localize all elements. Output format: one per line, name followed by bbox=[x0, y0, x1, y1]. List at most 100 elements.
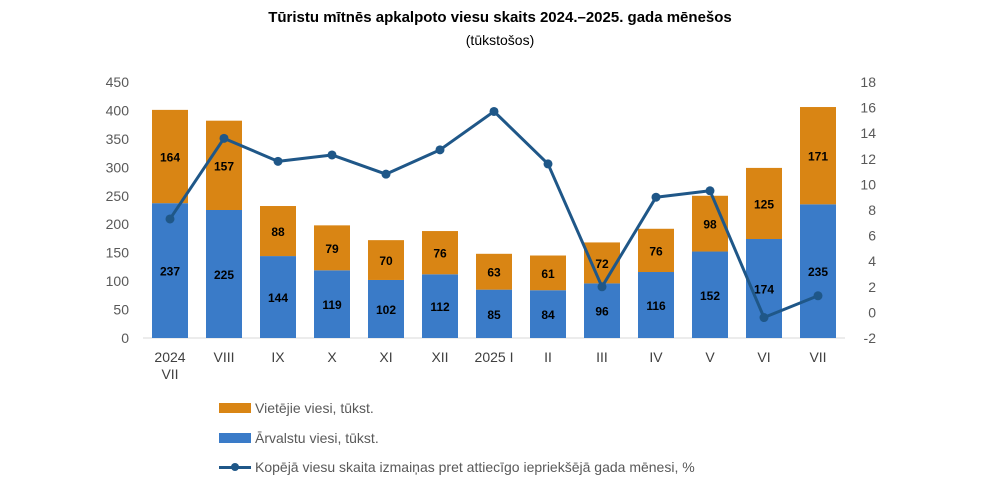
bar-foreign bbox=[260, 256, 296, 338]
y-right-tick-label: -2 bbox=[864, 330, 877, 346]
bar-local bbox=[260, 206, 296, 257]
y-right-tick-label: 10 bbox=[860, 176, 876, 192]
x-tick-label: VII bbox=[161, 366, 178, 382]
change-marker bbox=[705, 186, 715, 196]
y-left-tick-label: 100 bbox=[106, 273, 130, 289]
legend-label-local: Vietējie viesi, tūkst. bbox=[255, 400, 374, 416]
data-label-local: 72 bbox=[595, 257, 609, 271]
data-label-foreign: 174 bbox=[754, 283, 774, 297]
x-tick-label: X bbox=[327, 349, 337, 365]
x-tick-label: XI bbox=[379, 349, 392, 365]
bar-foreign bbox=[476, 289, 512, 338]
y-left-tick-label: 350 bbox=[106, 131, 130, 147]
x-tick-label: VIII bbox=[213, 349, 234, 365]
y-right-tick-label: 0 bbox=[868, 304, 876, 320]
y-left-tick-label: 450 bbox=[106, 74, 130, 90]
data-label-foreign: 84 bbox=[541, 308, 555, 322]
y-right-tick-label: 2 bbox=[868, 279, 876, 295]
bar-foreign bbox=[584, 283, 620, 338]
bar-foreign bbox=[422, 274, 458, 338]
legend-swatch-foreign bbox=[219, 433, 251, 443]
data-label-foreign: 102 bbox=[376, 303, 396, 317]
data-label-foreign: 235 bbox=[808, 265, 828, 279]
bar-local bbox=[152, 109, 188, 204]
data-label-local: 88 bbox=[271, 225, 285, 239]
legend-label-foreign: Ārvalstu viesi, tūkst. bbox=[255, 430, 379, 446]
bar-local bbox=[638, 228, 674, 273]
data-label-foreign: 112 bbox=[430, 300, 450, 314]
x-tick-label: III bbox=[596, 349, 608, 365]
data-label-foreign: 85 bbox=[487, 308, 501, 322]
change-marker bbox=[651, 192, 661, 202]
x-tick-label: 2025 I bbox=[475, 349, 514, 365]
x-tick-label: V bbox=[705, 349, 715, 365]
y-right-tick-label: 12 bbox=[860, 151, 876, 167]
bar-local bbox=[368, 240, 404, 280]
y-right-tick-label: 14 bbox=[860, 125, 876, 141]
data-label-local: 157 bbox=[214, 159, 234, 173]
bar-local bbox=[692, 195, 728, 252]
bar-local bbox=[314, 225, 350, 271]
x-tick-label: IV bbox=[649, 349, 663, 365]
data-label-foreign: 116 bbox=[646, 299, 666, 313]
legend-swatch-change bbox=[219, 461, 251, 473]
bar-foreign bbox=[638, 272, 674, 338]
change-marker bbox=[759, 313, 769, 323]
data-label-local: 76 bbox=[649, 244, 663, 258]
change-marker bbox=[813, 291, 823, 301]
legend-item-foreign: Ārvalstu viesi, tūkst. bbox=[219, 430, 379, 446]
change-marker bbox=[273, 156, 283, 166]
data-label-local: 61 bbox=[541, 267, 555, 281]
bar-local bbox=[530, 255, 566, 291]
data-label-foreign: 144 bbox=[268, 291, 288, 305]
bar-local bbox=[422, 231, 458, 275]
data-label-local: 125 bbox=[754, 197, 774, 211]
data-label-foreign: 152 bbox=[700, 289, 720, 303]
y-left-tick-label: 200 bbox=[106, 216, 130, 232]
change-marker bbox=[435, 145, 445, 155]
x-tick-label: XII bbox=[431, 349, 448, 365]
y-left-tick-label: 150 bbox=[106, 245, 130, 261]
bar-foreign bbox=[692, 251, 728, 338]
y-right-tick-label: 8 bbox=[868, 202, 876, 218]
y-left-tick-label: 50 bbox=[113, 302, 129, 318]
data-label-local: 76 bbox=[433, 247, 447, 261]
data-label-foreign: 237 bbox=[160, 265, 180, 279]
y-left-tick-label: 400 bbox=[106, 102, 130, 118]
y-right-tick-label: 18 bbox=[860, 74, 876, 90]
bar-foreign bbox=[206, 210, 242, 338]
change-marker bbox=[327, 150, 337, 160]
y-right-tick-label: 6 bbox=[868, 228, 876, 244]
bar-foreign bbox=[314, 270, 350, 338]
chart-title: Tūristu mītnēs apkalpoto viesu skaits 20… bbox=[268, 9, 732, 26]
change-marker bbox=[489, 106, 499, 116]
x-tick-label: VII bbox=[809, 349, 826, 365]
data-label-local: 70 bbox=[379, 254, 393, 268]
legend-swatch-local bbox=[219, 403, 251, 413]
data-label-foreign: 225 bbox=[214, 268, 234, 282]
data-label-local: 171 bbox=[808, 150, 828, 164]
bar-foreign bbox=[530, 290, 566, 338]
change-marker bbox=[165, 214, 175, 224]
x-tick-label: VI bbox=[757, 349, 770, 365]
y-right-tick-label: 16 bbox=[860, 100, 876, 116]
chart-subtitle: (tūkstošos) bbox=[465, 32, 535, 48]
data-label-local: 79 bbox=[325, 242, 339, 256]
x-tick-label: 2024 bbox=[154, 349, 185, 365]
legend-label-change: Kopējā viesu skaita izmaiņas pret attiec… bbox=[255, 459, 695, 475]
y-left-tick-label: 0 bbox=[121, 330, 129, 346]
data-label-local: 164 bbox=[160, 151, 180, 165]
bar-local bbox=[800, 107, 836, 205]
bar-foreign bbox=[800, 204, 836, 338]
change-marker bbox=[219, 133, 229, 143]
y-left-tick-label: 250 bbox=[106, 188, 130, 204]
bar-foreign bbox=[152, 203, 188, 338]
change-marker bbox=[543, 159, 553, 169]
y-right-tick-label: 4 bbox=[868, 253, 876, 269]
change-marker bbox=[381, 169, 391, 179]
data-label-local: 98 bbox=[703, 218, 717, 232]
x-tick-label: IX bbox=[271, 349, 285, 365]
y-left-tick-label: 300 bbox=[106, 159, 130, 175]
bar-foreign bbox=[368, 279, 404, 338]
bar-local bbox=[746, 167, 782, 240]
